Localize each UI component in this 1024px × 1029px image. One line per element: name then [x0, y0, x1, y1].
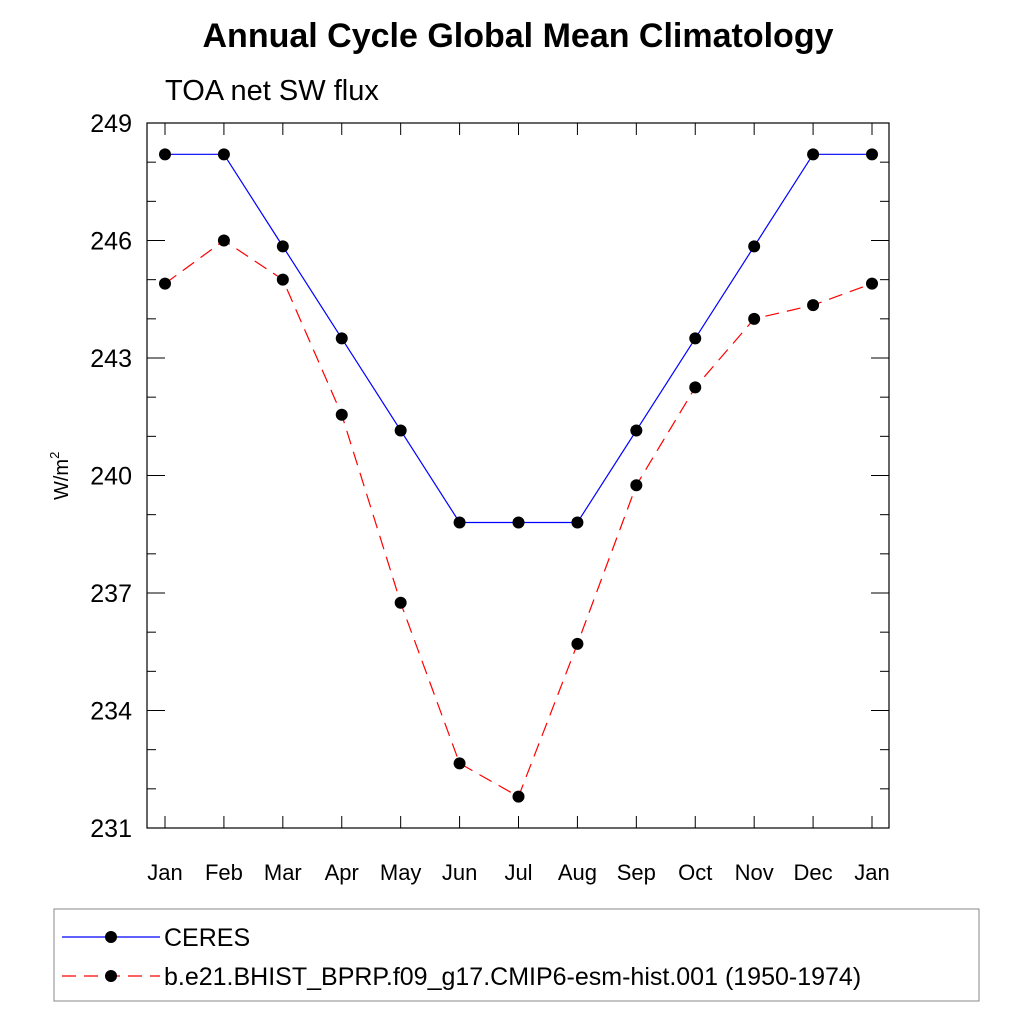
y-axis-label-superscript: 2: [47, 452, 62, 459]
series-1-point: [807, 148, 820, 161]
x-tick-label: Jul: [504, 860, 532, 885]
x-tick-label: Jan: [854, 860, 889, 885]
series-2-point: [335, 408, 348, 421]
x-tick-label: Aug: [558, 860, 597, 885]
y-axis-label: W/m2: [47, 452, 73, 500]
series-2-point: [866, 277, 878, 290]
x-tick-label: Nov: [735, 860, 774, 885]
series-1-point: [571, 516, 584, 529]
y-tick-label: 234: [90, 698, 132, 726]
series-1-point: [453, 516, 466, 529]
chart-subtitle: TOA net SW flux: [165, 75, 379, 107]
series-2-point: [276, 273, 289, 286]
legend-box: [53, 908, 980, 1002]
series-1-point: [217, 148, 230, 161]
series-1-point: [630, 424, 643, 437]
y-tick-label: 246: [90, 228, 132, 256]
series-line-1: [165, 153, 872, 524]
series-1-point: [394, 424, 407, 437]
x-tick-label: Dec: [794, 860, 833, 885]
series-1-point: [689, 332, 702, 345]
series-2-point: [159, 277, 171, 290]
x-tick-label: Jan: [147, 860, 182, 885]
series-1-point: [276, 240, 289, 253]
y-tick-label: 231: [90, 815, 132, 843]
legend-label-1: CERES: [164, 924, 250, 952]
series-1-point: [159, 148, 171, 161]
series-2-point: [217, 234, 230, 247]
series-1-point: [512, 516, 525, 529]
series-1-point: [748, 240, 761, 253]
y-tick-label: 240: [90, 463, 132, 491]
x-tick-label: Apr: [325, 860, 359, 885]
series-2-point: [748, 312, 761, 325]
series-2-point: [630, 479, 643, 492]
x-tick-label: Jun: [442, 860, 477, 885]
series-2-point: [453, 757, 466, 770]
legend-marker-1: [105, 931, 117, 943]
legend-label-2: b.e21.BHIST_BPRP.f09_g17.CMIP6-esm-hist.…: [164, 963, 861, 991]
x-tick-label: Feb: [205, 860, 243, 885]
x-tick-label: May: [380, 860, 422, 885]
series-2-point: [807, 299, 820, 312]
x-tick-label: Sep: [617, 860, 656, 885]
series-2-point: [689, 381, 702, 394]
x-tick-label: Mar: [264, 860, 302, 885]
y-axis-label-text: W/m: [51, 459, 73, 500]
y-tick-label: 237: [90, 580, 132, 608]
y-tick-label: 243: [90, 345, 132, 373]
series-2-point: [394, 596, 407, 609]
series-1-point: [335, 332, 348, 345]
series-2-point: [571, 637, 584, 650]
legend-marker-2: [105, 970, 117, 982]
series-2-point: [512, 790, 525, 803]
plot-frame: [146, 122, 890, 829]
x-tick-label: Oct: [678, 860, 712, 885]
chart-title: Annual Cycle Global Mean Climatology: [203, 17, 834, 55]
series-1-point: [866, 148, 878, 161]
y-tick-label: 249: [90, 110, 132, 138]
